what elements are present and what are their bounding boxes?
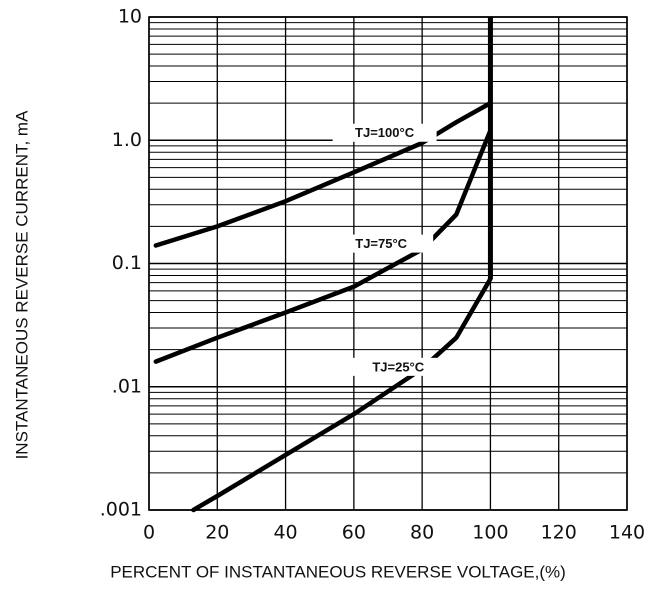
y-tick-label: 1.0 (112, 129, 142, 151)
grid (148, 16, 628, 511)
curve-labels: TJ=100°C TJ=75°C TJ=25°C (329, 123, 451, 376)
y-tick-labels: .001 .01 0.1 1.0 10 (100, 6, 142, 521)
y-tick-label: .001 (100, 499, 142, 521)
series-line-1 (153, 100, 493, 248)
x-tick-label: 120 (541, 522, 577, 544)
x-tick-labels: 0 20 40 60 80 100 120 140 (143, 522, 645, 544)
x-tick-label: 0 (143, 522, 155, 544)
y-tick-label: 0.1 (112, 252, 142, 274)
curve-label-background (329, 234, 434, 253)
x-axis-title: PERCENT OF INSTANTANEOUS REVERSE VOLTAGE… (110, 562, 566, 581)
x-tick-label: 20 (205, 522, 229, 544)
plot-frame (148, 16, 628, 511)
series-layer (153, 17, 493, 513)
y-axis-title: INSTANTANEOUS REVERSE CURRENT, mA (12, 110, 31, 460)
series-label-2: TJ=75°C (355, 236, 407, 251)
series-label-1: TJ=100°C (355, 125, 415, 140)
curve-label-background (332, 123, 437, 142)
y-tick-label: .01 (112, 375, 142, 397)
series-label-3: TJ=25°C (372, 359, 424, 374)
x-tick-label: 100 (472, 522, 508, 544)
curve-label-background (346, 357, 451, 376)
y-tick-label: 10 (118, 6, 142, 28)
x-tick-label: 80 (410, 522, 434, 544)
series-line-2 (153, 128, 493, 364)
x-tick-label: 60 (342, 522, 366, 544)
series-line-3 (191, 276, 493, 513)
x-tick-label: 140 (609, 522, 645, 544)
x-tick-label: 40 (273, 522, 297, 544)
